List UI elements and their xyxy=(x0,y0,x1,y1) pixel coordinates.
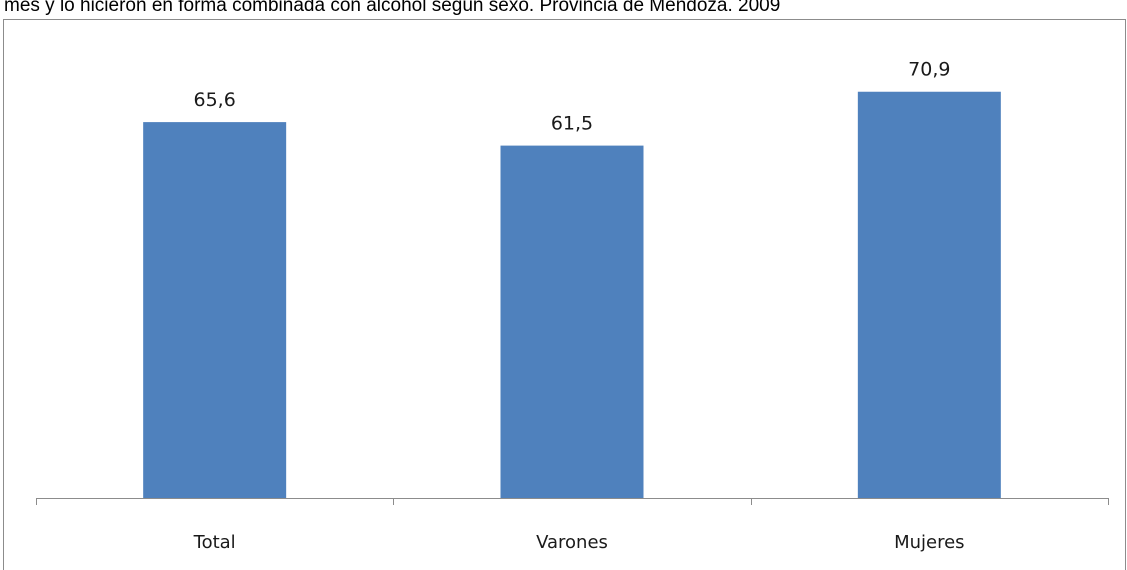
chart-title: mes y lo hicieron en forma combinada con… xyxy=(4,0,781,16)
bar-total xyxy=(143,122,287,498)
x-tick-label-total: Total xyxy=(193,532,236,553)
bars-layer xyxy=(143,91,1001,499)
bar-varones xyxy=(500,145,644,499)
chart-frame xyxy=(3,19,1126,570)
x-tick-label-varones: Varones xyxy=(536,532,608,553)
x-tick-label-mujeres: Mujeres xyxy=(894,532,964,553)
data-label-total: 65,6 xyxy=(194,89,236,111)
data-label-varones: 61,5 xyxy=(551,113,593,135)
x-axis xyxy=(36,498,1109,505)
data-label-mujeres: 70,9 xyxy=(908,59,950,81)
labels-layer: 65,6 Total 61,5 Varones 70,9 Mujeres xyxy=(193,59,965,553)
bar-mujeres xyxy=(857,91,1001,499)
